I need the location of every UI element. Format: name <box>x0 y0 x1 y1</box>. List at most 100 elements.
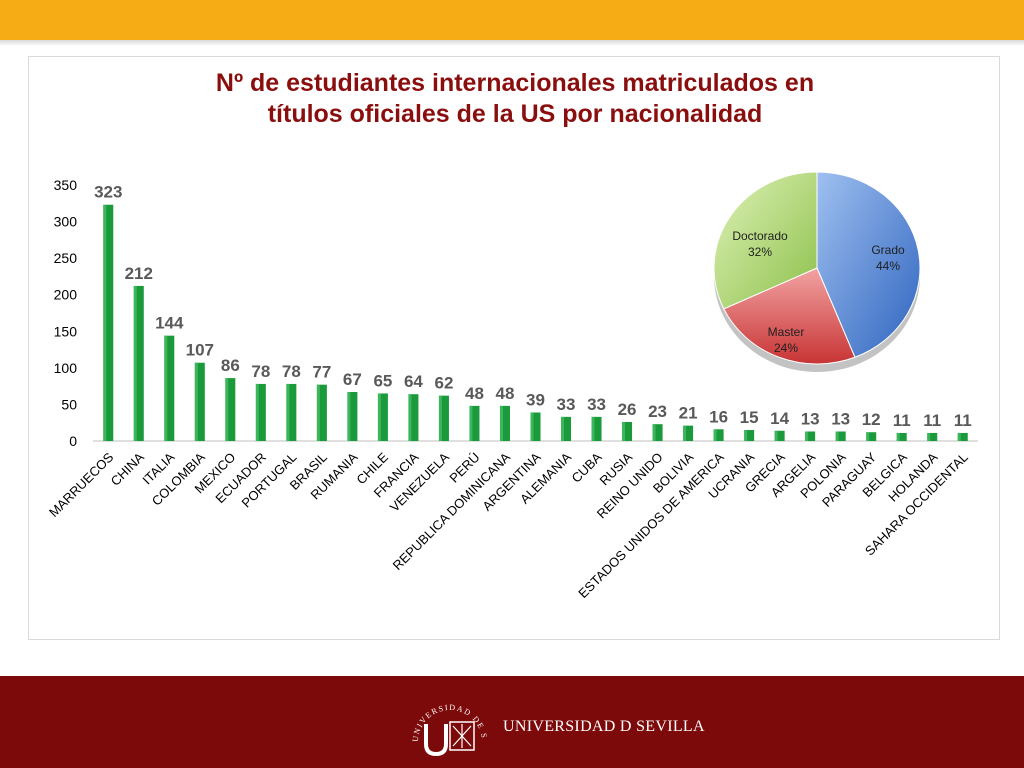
bar <box>225 378 236 441</box>
bar-highlight <box>194 362 198 441</box>
bar-data-label: 62 <box>434 374 453 393</box>
bar <box>469 405 480 441</box>
bar <box>591 416 602 441</box>
bar-highlight <box>927 432 931 441</box>
university-seal-icon: UNIVERSIDAD DE SEVILLA <box>404 684 487 757</box>
bar <box>652 424 663 441</box>
bar-highlight <box>316 384 320 441</box>
bar <box>103 204 114 441</box>
chart-title-line-2: títulos oficiales de la US por nacionali… <box>267 100 763 128</box>
pie-slice-label: Doctorado <box>732 229 788 243</box>
pie-slice-percent: 32% <box>748 245 772 259</box>
bar-highlight <box>591 416 595 441</box>
y-tick-label: 0 <box>69 433 77 449</box>
bar-data-label: 14 <box>770 409 789 428</box>
bar-data-label: 16 <box>709 407 728 426</box>
bar <box>866 432 877 441</box>
chart-title-line-1: Nº de estudiantes internacionales matric… <box>215 69 815 97</box>
bar-highlight <box>438 395 442 441</box>
pie-slice-label: Master <box>768 325 805 339</box>
bar-data-label: 26 <box>618 400 637 419</box>
bar <box>133 285 144 441</box>
y-tick-label: 350 <box>54 177 78 193</box>
bar-data-label: 39 <box>526 390 545 409</box>
bar <box>255 383 266 441</box>
bar-highlight <box>561 416 565 441</box>
footer-bar <box>0 676 1024 768</box>
pie-slice-label: Grado <box>871 243 905 257</box>
pie-slice-master <box>723 267 856 365</box>
bar <box>377 393 388 441</box>
bar <box>499 405 510 441</box>
bar-highlight <box>713 429 717 441</box>
bar-data-label: 78 <box>251 362 270 381</box>
bar-highlight <box>286 383 290 441</box>
bar <box>164 335 175 441</box>
bar-data-label: 64 <box>404 372 423 391</box>
bar-highlight <box>225 378 229 441</box>
top-color-band <box>0 0 1024 40</box>
bar <box>774 430 785 441</box>
bar-highlight <box>957 432 961 441</box>
y-tick-label: 100 <box>54 360 78 376</box>
bar <box>896 432 907 441</box>
bar-highlight <box>103 204 107 441</box>
bar <box>744 430 755 441</box>
bar-highlight <box>408 394 412 441</box>
y-tick-label: 250 <box>54 250 78 266</box>
bar-data-label: 107 <box>186 341 214 360</box>
bar-highlight <box>835 431 839 441</box>
bar <box>683 425 694 441</box>
bar-data-label: 48 <box>465 384 484 403</box>
bar-highlight <box>744 430 748 441</box>
top-band-shadow <box>0 40 1024 46</box>
bar <box>713 429 724 441</box>
pie-slice-doctorado <box>713 171 818 310</box>
bar-data-label: 21 <box>679 404 698 423</box>
bar-highlight <box>133 285 137 441</box>
bar-data-label: 77 <box>312 363 331 382</box>
bar <box>622 421 633 441</box>
bar-data-label: 67 <box>343 370 362 389</box>
bar-highlight <box>805 431 809 441</box>
y-tick-label: 300 <box>54 214 78 230</box>
bar-highlight <box>652 424 656 441</box>
bar <box>347 391 358 441</box>
bar <box>561 416 572 441</box>
bar-highlight <box>164 335 168 441</box>
pie-slice-grado <box>816 171 921 358</box>
bar-data-label: 78 <box>282 362 301 381</box>
bar-data-label: 12 <box>862 410 881 429</box>
bar <box>957 432 968 441</box>
pie-slice-percent: 24% <box>774 341 798 355</box>
bar <box>286 383 297 441</box>
university-name: UNIVERSIDAD D SEVILLA <box>503 718 705 735</box>
bar <box>194 362 205 441</box>
bar <box>805 431 816 441</box>
bar-data-label: 33 <box>557 395 576 414</box>
bar-highlight <box>774 430 778 441</box>
bar <box>835 431 846 441</box>
bar-highlight <box>377 393 381 441</box>
y-tick-label: 50 <box>61 396 77 412</box>
bar-data-label: 11 <box>893 411 911 430</box>
bar-data-label: 144 <box>155 314 184 333</box>
bar <box>316 384 327 441</box>
bar <box>438 395 449 441</box>
bar-data-label: 212 <box>125 264 153 283</box>
bar-data-label: 13 <box>801 409 820 428</box>
y-tick-label: 200 <box>54 287 78 303</box>
bar-data-label: 65 <box>373 371 392 390</box>
bar-data-label: 23 <box>648 402 667 421</box>
bar-data-label: 323 <box>94 183 122 202</box>
bar-highlight <box>255 383 259 441</box>
y-tick-label: 150 <box>54 323 78 339</box>
bar-highlight <box>866 432 870 441</box>
bar-data-label: 33 <box>587 395 606 414</box>
bar <box>927 432 938 441</box>
pie-slice-percent: 44% <box>876 259 900 273</box>
bar-data-label: 13 <box>831 409 850 428</box>
bar-data-label: 86 <box>221 356 240 375</box>
bar-highlight <box>622 421 626 441</box>
